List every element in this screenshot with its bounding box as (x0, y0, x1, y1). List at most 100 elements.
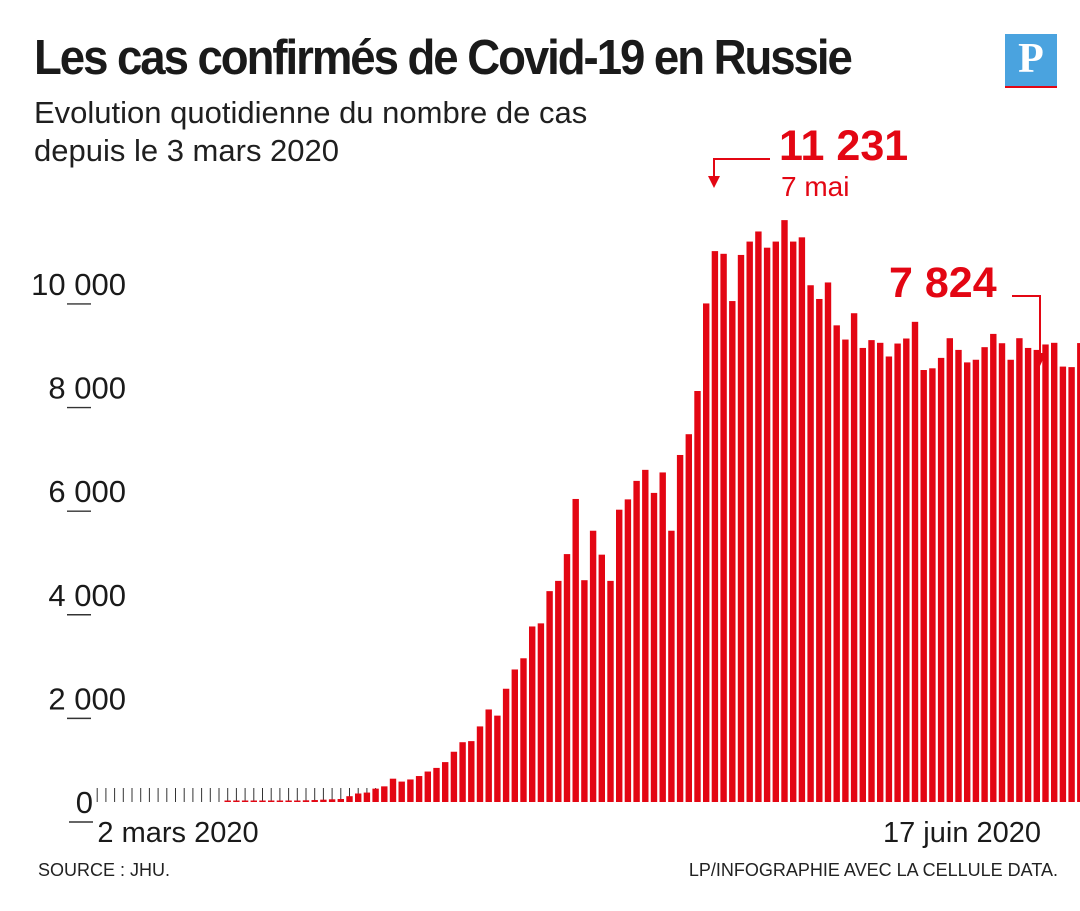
bar (302, 800, 310, 802)
bar (320, 799, 327, 802)
bar (1033, 349, 1040, 802)
bar (389, 778, 397, 802)
chart-title: Les cas confirmés de Covid-19 en Russie (34, 31, 853, 85)
bar (1016, 338, 1023, 802)
bar (563, 554, 571, 802)
bar (711, 251, 719, 803)
bar (346, 796, 353, 802)
bar (328, 799, 336, 802)
annotations: 11 231 7 mai 7 824 (708, 122, 1046, 366)
bar (633, 480, 640, 802)
bar (224, 800, 231, 802)
bar (250, 800, 257, 802)
bar (972, 359, 980, 802)
x-axis-end-label: 17 juin 2020 (883, 817, 1041, 849)
bar (833, 325, 840, 802)
source-note: SOURCE : JHU. (38, 860, 171, 880)
peak-arrow-head (708, 176, 720, 188)
chart-subtitle-line-2: depuis le 3 mars 2020 (34, 133, 340, 168)
bar (398, 781, 405, 802)
last-arrow-head (1034, 353, 1046, 366)
bar (694, 390, 701, 802)
bar (555, 580, 562, 802)
x-axis-labels: 2 mars 2020 17 juin 2020 (97, 817, 1041, 849)
bar (990, 333, 997, 802)
bar (755, 231, 762, 803)
bar (650, 492, 658, 802)
bar (355, 793, 362, 802)
last-value-annotation: 7 824 (889, 259, 997, 307)
logo-letter: P (1018, 36, 1044, 82)
bar (964, 362, 971, 802)
bar (450, 751, 458, 802)
bar (468, 741, 475, 802)
bar (529, 626, 536, 802)
bar (616, 509, 623, 802)
bar (581, 580, 588, 802)
x-axis-start-label: 2 mars 2020 (97, 817, 258, 849)
bar (981, 347, 988, 802)
bar (859, 347, 866, 802)
bar (937, 357, 945, 802)
y-axis-tick-label: 2 000 (48, 681, 126, 716)
bar (241, 800, 249, 802)
bar (1068, 367, 1075, 802)
bar (911, 321, 919, 802)
bar (337, 798, 344, 802)
bar (894, 343, 901, 802)
bar (903, 338, 910, 802)
bar (1051, 342, 1058, 802)
bar (311, 800, 318, 802)
bar (607, 580, 614, 802)
bar (816, 298, 823, 802)
bar (363, 792, 371, 802)
bar (676, 454, 684, 802)
bar (703, 303, 710, 802)
bar (763, 247, 771, 802)
bar (824, 282, 832, 802)
bar (877, 342, 884, 802)
bar (772, 241, 779, 802)
bar (998, 343, 1006, 802)
y-axis-tick-label: 10 000 (31, 267, 126, 302)
y-axis-tick-label: 4 000 (48, 578, 126, 613)
peak-arrow (713, 158, 770, 178)
bar (1042, 344, 1049, 802)
bar (668, 530, 675, 802)
last-arrow (1012, 295, 1041, 355)
bar (502, 688, 510, 802)
bar (537, 623, 545, 802)
bar (920, 370, 927, 802)
bar (268, 800, 275, 802)
bar (259, 800, 266, 802)
bar (520, 658, 527, 802)
bar (294, 800, 301, 802)
bar (546, 591, 553, 802)
bar (1059, 366, 1067, 802)
peak-date-annotation: 7 mai (781, 171, 849, 202)
bar (424, 771, 431, 802)
bar (511, 669, 518, 802)
bar (642, 469, 649, 802)
bar (285, 800, 292, 802)
bar (798, 237, 806, 802)
bar (720, 253, 727, 803)
bar (790, 241, 797, 802)
bar (842, 339, 849, 802)
bars (224, 220, 1080, 803)
bar (659, 472, 666, 802)
bar (1007, 359, 1014, 802)
y-axis-labels: 0 2 000 4 000 6 000 8 000 10 000 (31, 267, 126, 823)
bar (598, 554, 605, 802)
y-axis-tick-label: 8 000 (48, 371, 126, 406)
bar (415, 776, 423, 802)
bar (729, 301, 736, 802)
bar (381, 786, 388, 802)
bar (624, 499, 632, 802)
bar (407, 779, 414, 802)
bar (781, 220, 788, 802)
bar (868, 340, 875, 802)
bar (372, 788, 379, 802)
y-axis-tick-label: 0 (76, 785, 93, 820)
logo-underline (1005, 86, 1057, 88)
